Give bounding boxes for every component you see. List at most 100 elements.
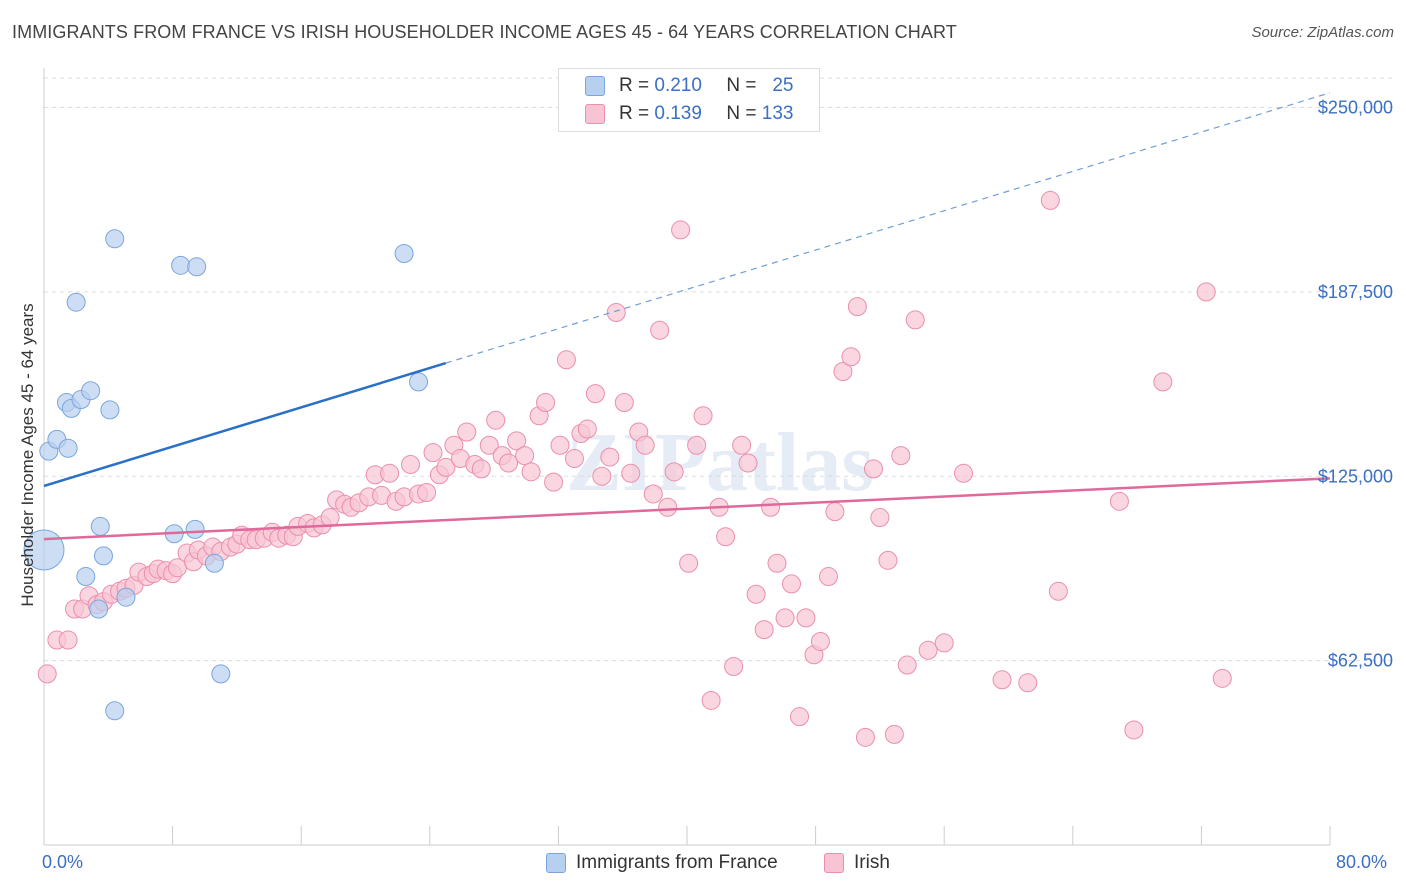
irish-point-62	[486, 410, 506, 430]
irish-point-103	[781, 574, 801, 594]
irish-point-128	[1109, 491, 1129, 511]
irish-point-73	[564, 449, 584, 469]
irish-point-88	[671, 220, 691, 240]
irish-point-69	[536, 393, 556, 412]
irish-point-80	[614, 393, 634, 412]
irish-point-61	[479, 435, 499, 455]
y-tick-label-0: $62,500	[1328, 651, 1393, 671]
france-point-22	[211, 664, 231, 684]
trend-lines	[43, 92, 1331, 541]
legend-r-value-france: 0.210	[654, 75, 702, 96]
irish-point-124	[992, 670, 1012, 690]
irish-point-78	[600, 447, 620, 467]
irish-point-116	[878, 550, 898, 570]
irish-point-67	[521, 462, 541, 482]
irish-swatch	[824, 853, 844, 873]
irish-point-53	[423, 443, 443, 463]
irish-point-110	[833, 362, 853, 382]
irish-point-122	[934, 633, 954, 653]
irish-point-92	[701, 690, 721, 710]
irish-point-96	[732, 435, 752, 455]
irish-point-65	[507, 431, 527, 451]
france-point-14	[105, 229, 125, 249]
legend-n-label: N =	[726, 103, 757, 124]
irish-point-89	[679, 553, 699, 573]
irish-point-126	[1040, 190, 1060, 210]
bottom-legend-france[interactable]: Immigrants from France	[546, 852, 778, 874]
france-point-6	[66, 292, 86, 312]
irish-point-99	[754, 620, 774, 640]
france-point-15	[116, 587, 136, 607]
legend-n-value-irish: 133	[761, 103, 794, 124]
irish-point-127	[1048, 581, 1068, 601]
irish-trend-line	[43, 477, 1331, 541]
irish-point-117	[884, 724, 904, 744]
stats-legend: R = 0.210 N = 25 R = 0.139 N = 133	[558, 68, 820, 132]
france-trend-solid	[43, 361, 447, 488]
irish-point-130	[1153, 372, 1173, 392]
irish-point-64	[499, 453, 519, 473]
irish-point-101	[767, 553, 787, 573]
france-point-0	[23, 529, 65, 571]
irish-point-76	[585, 384, 605, 404]
irish-point-114	[863, 459, 883, 479]
bottom-legend-irish-label: Irish	[854, 852, 890, 873]
irish-point-98	[746, 584, 766, 604]
irish-point-113	[855, 727, 875, 747]
irish-point-71	[550, 435, 570, 455]
y-tick-label-3: $250,000	[1318, 98, 1393, 118]
france-point-12	[93, 546, 113, 566]
irish-point-60	[471, 459, 491, 479]
france-point-11	[90, 516, 110, 536]
irish-point-91	[693, 406, 713, 426]
irish-point-52	[417, 482, 437, 502]
legend-row-france: R = 0.210 N = 25	[585, 75, 793, 97]
irish-point-105	[796, 608, 816, 628]
legend-row-irish: R = 0.139 N = 133	[585, 103, 793, 125]
irish-point-79	[606, 303, 626, 323]
legend-r-label: R =	[619, 103, 650, 124]
france-point-13	[100, 400, 120, 420]
irish-point-131	[1196, 282, 1216, 302]
irish-point-109	[825, 502, 845, 522]
irish-point-95	[724, 657, 744, 677]
irish-point-85	[650, 320, 670, 340]
france-trend-dashed	[445, 92, 1331, 364]
irish-point-66	[515, 446, 535, 466]
france-points	[23, 229, 429, 721]
bottom-legend-irish[interactable]: Irish	[824, 852, 890, 874]
france-point-23	[394, 244, 414, 264]
irish-point-55	[436, 457, 456, 477]
y-axis-label: Householder Income Ages 45 - 64 years	[18, 303, 37, 607]
irish-point-104	[790, 707, 810, 727]
irish-point-86	[658, 497, 678, 517]
france-point-24	[409, 372, 429, 392]
france-point-10	[89, 599, 109, 619]
france-point-9	[76, 567, 96, 587]
irish-point-97	[738, 453, 758, 473]
france-point-16	[105, 701, 125, 721]
irish-point-107	[810, 631, 830, 651]
irish-point-118	[891, 446, 911, 466]
france-point-19	[187, 257, 207, 277]
france-swatch	[585, 76, 605, 96]
irish-point-39	[320, 508, 340, 528]
irish-point-84	[643, 484, 663, 504]
france-point-20	[185, 519, 205, 539]
france-point-18	[171, 255, 191, 275]
irish-point-102	[775, 608, 795, 628]
legend-n-value-france: 25	[772, 75, 794, 96]
legend-r-label: R =	[619, 75, 650, 96]
irish-point-47	[380, 463, 400, 483]
irish-point-123	[953, 463, 973, 483]
bottom-legend-france-label: Immigrants from France	[576, 852, 778, 873]
france-swatch	[546, 853, 566, 873]
y-tick-label-1: $125,000	[1318, 466, 1393, 486]
irish-point-50	[401, 454, 421, 474]
irish-point-2	[58, 630, 78, 650]
irish-point-119	[897, 655, 917, 675]
france-point-8	[81, 381, 101, 401]
irish-point-112	[847, 297, 867, 317]
irish-point-125	[1018, 673, 1038, 693]
